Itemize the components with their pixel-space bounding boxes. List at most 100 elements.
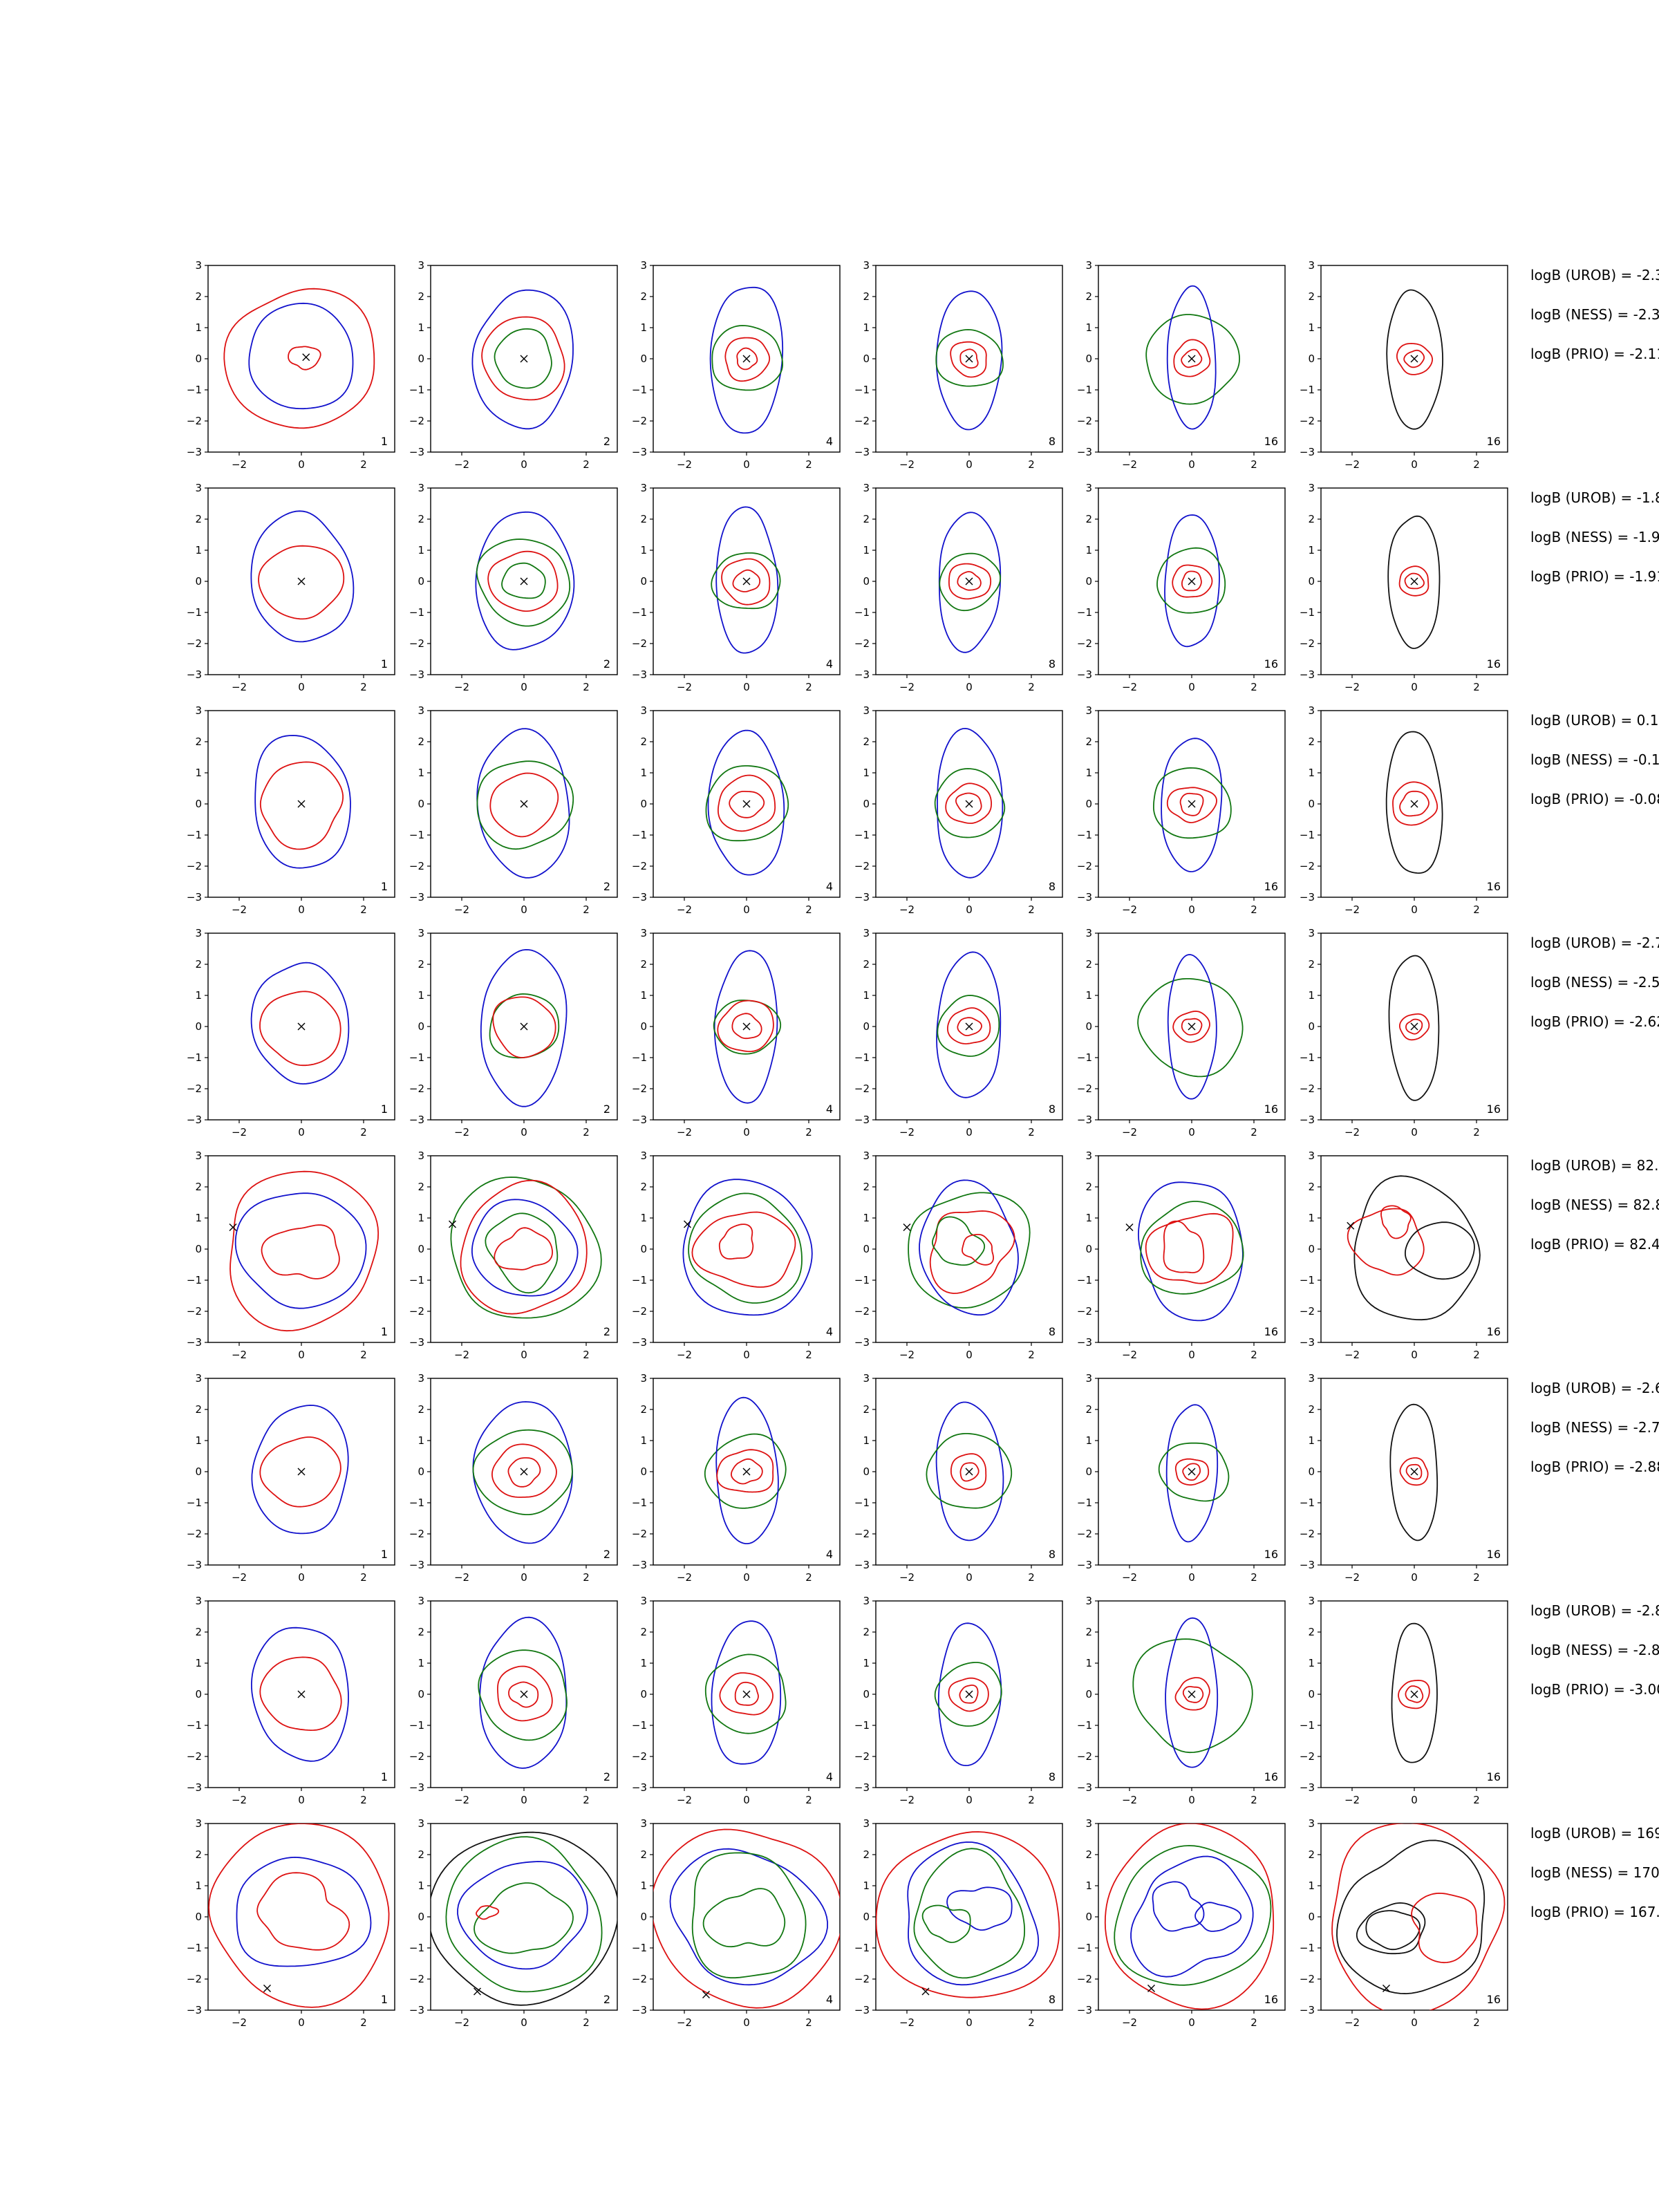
cross-marker <box>1410 1468 1418 1476</box>
y-tick-label: 1 <box>1308 321 1315 334</box>
y-tick-label: −3 <box>1077 1559 1092 1571</box>
contour-line-g <box>1145 314 1241 405</box>
y-tick-label: −2 <box>1300 1750 1315 1763</box>
y-tick-label: 1 <box>1308 1657 1315 1669</box>
y-tick-label: 1 <box>195 989 202 1002</box>
y-tick-label: −2 <box>1300 860 1315 872</box>
contour-line-r <box>962 1234 995 1266</box>
contour-line-b <box>1167 954 1217 1100</box>
x-tick-label: 2 <box>1250 2016 1257 2029</box>
y-tick-label: −2 <box>632 1305 647 1318</box>
y-tick-label: 0 <box>640 798 647 810</box>
panel-count-label: 4 <box>826 1103 833 1116</box>
y-tick-label: 3 <box>1085 1817 1092 1830</box>
x-tick-label: 0 <box>966 2016 973 2029</box>
y-tick-label: −2 <box>409 1528 424 1540</box>
subplot-r8c5: −2 0 2 3 2 1 0 −1 −2 −3 16 <box>1077 1817 1286 2029</box>
logB-ness-row5: logB (NESS) = 82.80 <box>1530 1197 1659 1213</box>
contour-line-k <box>431 1831 617 2006</box>
y-tick-label: 1 <box>640 1657 647 1669</box>
subplot-r4c4: −2 0 2 3 2 1 0 −1 −2 −3 8 <box>854 927 1063 1138</box>
panel-count-label: 16 <box>1487 1103 1501 1116</box>
y-tick-label: 0 <box>418 353 424 365</box>
subplot-r7c1: −2 0 2 3 2 1 0 −1 −2 −3 1 <box>187 1595 395 1806</box>
panel-count-label: 1 <box>381 1103 388 1116</box>
subplot-r1c6: −2 0 2 3 2 1 0 −1 −2 −3 16 <box>1300 259 1508 471</box>
contour-line-g <box>476 760 574 850</box>
plot-frame <box>1098 1823 1286 2011</box>
y-tick-label: −3 <box>854 1781 870 1794</box>
panel-count-label: 16 <box>1487 880 1501 893</box>
subplot-r8c3: −2 0 2 3 2 1 0 −1 −2 −3 4 <box>632 1817 841 2029</box>
y-tick-label: 3 <box>195 1817 202 1830</box>
x-tick-label: 0 <box>1188 458 1195 471</box>
y-tick-label: 1 <box>195 1657 202 1669</box>
contour-line-r <box>1182 1463 1201 1481</box>
contour-group <box>1386 289 1444 430</box>
y-tick-label: 0 <box>195 1688 202 1700</box>
y-tick-label: 0 <box>418 1243 424 1255</box>
y-tick-label: −1 <box>187 1942 202 1954</box>
y-tick-label: 3 <box>863 927 870 939</box>
y-tick-label: 0 <box>640 1243 647 1255</box>
contour-group <box>1387 515 1441 649</box>
y-tick-label: −3 <box>854 1559 870 1571</box>
subplot-r5c5: −2 0 2 3 2 1 0 −1 −2 −3 16 <box>1077 1150 1286 1361</box>
contour-group <box>1331 1824 1506 2010</box>
contour-line-r <box>1380 1205 1412 1239</box>
panel-count-label: 2 <box>603 1103 610 1116</box>
y-tick-label: 2 <box>195 1403 202 1416</box>
y-tick-label: 0 <box>863 798 870 810</box>
panel-count-label: 8 <box>1049 435 1056 448</box>
cross-marker <box>965 1468 973 1476</box>
x-tick-label: 2 <box>360 1126 367 1138</box>
y-tick-label: −1 <box>1300 606 1315 619</box>
y-tick-label: −1 <box>409 384 424 396</box>
contour-line-r <box>208 1824 390 2008</box>
y-tick-label: 1 <box>640 1212 647 1224</box>
y-tick-label: 3 <box>863 1150 870 1162</box>
subplot-r6c3: −2 0 2 3 2 1 0 −1 −2 −3 4 <box>632 1372 841 1584</box>
y-tick-label: 1 <box>1085 1880 1092 1892</box>
y-tick-label: −1 <box>409 1274 424 1286</box>
contour-line-r <box>508 1681 539 1708</box>
subplot-r8c1: −2 0 2 3 2 1 0 −1 −2 −3 1 <box>187 1817 395 2029</box>
y-tick-label: −3 <box>632 1781 647 1794</box>
x-tick-label: 0 <box>743 1126 750 1138</box>
x-tick-label: 2 <box>1028 1126 1035 1138</box>
contour-line-g <box>485 1212 559 1294</box>
y-tick-label: 0 <box>418 1020 424 1033</box>
x-tick-label: 0 <box>743 2016 750 2029</box>
x-tick-label: 2 <box>1250 458 1257 471</box>
y-tick-label: 3 <box>1308 259 1315 272</box>
contour-line-b <box>457 1861 588 1970</box>
logB-prio-row2: logB (PRIO) = -1.91 <box>1530 568 1659 585</box>
x-tick-label: −2 <box>454 903 469 916</box>
y-tick-label: 1 <box>640 1434 647 1447</box>
cross-marker <box>474 1987 481 1996</box>
y-tick-label: −3 <box>854 2004 870 2016</box>
panel-count-label: 2 <box>603 1993 610 2006</box>
subplot-r8c4: −2 0 2 3 2 1 0 −1 −2 −3 8 <box>854 1817 1063 2029</box>
contour-line-r <box>716 1449 774 1493</box>
contour-line-b <box>250 1627 349 1762</box>
y-tick-label: 2 <box>418 1848 424 1861</box>
contour-line-g <box>1156 547 1226 614</box>
x-tick-label: 2 <box>1473 903 1480 916</box>
y-tick-label: −3 <box>409 2004 424 2016</box>
x-tick-label: 2 <box>360 1349 367 1361</box>
x-tick-label: 0 <box>743 1794 750 1806</box>
y-tick-label: −2 <box>187 415 202 427</box>
contour-line-b <box>935 1401 1004 1541</box>
cross-marker <box>263 1985 271 1992</box>
y-tick-label: −2 <box>854 860 870 872</box>
contour-group <box>713 950 782 1104</box>
y-tick-label: 2 <box>418 1626 424 1638</box>
x-tick-label: −2 <box>1122 903 1137 916</box>
x-tick-label: −2 <box>454 1794 469 1806</box>
contour-line-r <box>1163 1220 1205 1274</box>
y-tick-label: 0 <box>1085 1465 1092 1478</box>
x-tick-label: 0 <box>1411 681 1418 693</box>
x-tick-label: 2 <box>1473 1794 1480 1806</box>
y-tick-label: 1 <box>640 767 647 779</box>
